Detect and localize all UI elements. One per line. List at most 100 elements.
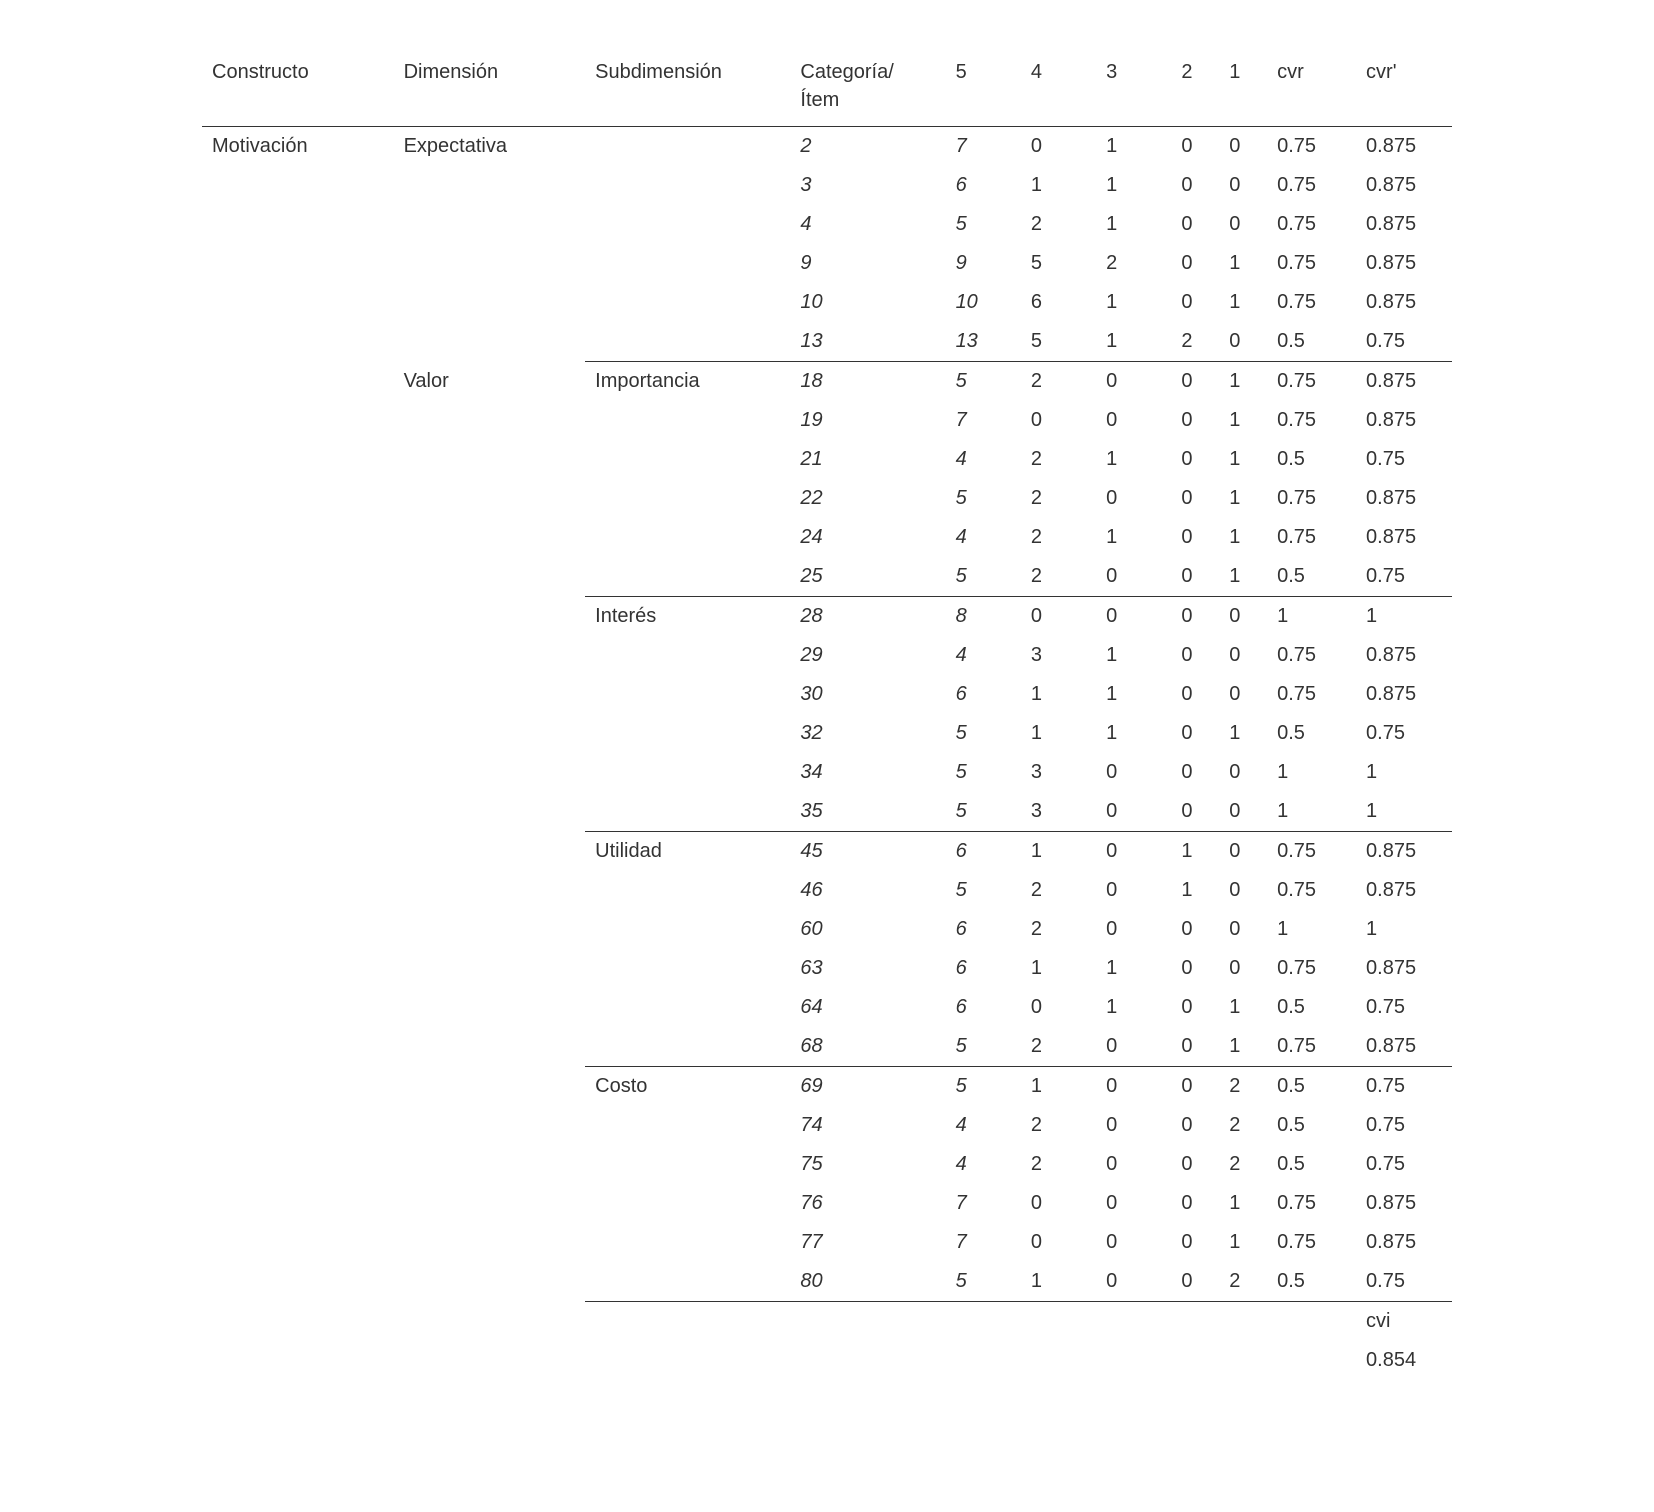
cell-c1: 1 bbox=[1219, 401, 1267, 440]
cell-c4: 1 bbox=[1021, 1262, 1096, 1302]
header-categoria-item: Categoría/ Ítem bbox=[790, 50, 945, 127]
table-row: Interés288000011 bbox=[202, 597, 1452, 637]
cell-c4: 2 bbox=[1021, 871, 1096, 910]
cell-subdimension bbox=[585, 871, 790, 910]
cell-item: 2 bbox=[790, 127, 945, 167]
cell-c3: 1 bbox=[1096, 675, 1171, 714]
cell-constructo bbox=[202, 871, 394, 910]
cell-c4: 0 bbox=[1021, 597, 1096, 637]
cell-c1: 1 bbox=[1219, 1184, 1267, 1223]
cell-cvrp: 0.875 bbox=[1356, 166, 1452, 205]
cell-cvrp: 0.75 bbox=[1356, 714, 1452, 753]
cell-c5: 6 bbox=[946, 166, 1021, 205]
header-dimension: Dimensión bbox=[394, 50, 586, 127]
empty-cell bbox=[1267, 1341, 1356, 1380]
cell-subdimension: Interés bbox=[585, 597, 790, 637]
cell-c5: 9 bbox=[946, 244, 1021, 283]
empty-cell bbox=[790, 1341, 945, 1380]
cell-dimension bbox=[394, 871, 586, 910]
cell-dimension bbox=[394, 1262, 586, 1302]
cell-c2: 0 bbox=[1171, 753, 1219, 792]
cell-c4: 2 bbox=[1021, 362, 1096, 402]
table-row: 21421010.50.75 bbox=[202, 440, 1452, 479]
cell-c3: 1 bbox=[1096, 636, 1171, 675]
cell-c4: 2 bbox=[1021, 518, 1096, 557]
cvi-label: cvi bbox=[1356, 1302, 1452, 1342]
cell-cvrp: 0.75 bbox=[1356, 1262, 1452, 1302]
header-col-5: 5 bbox=[946, 50, 1021, 127]
cell-dimension bbox=[394, 1027, 586, 1067]
cell-subdimension bbox=[585, 205, 790, 244]
empty-cell bbox=[585, 1341, 790, 1380]
table-row: ValorImportancia18520010.750.875 bbox=[202, 362, 1452, 402]
cell-subdimension bbox=[585, 518, 790, 557]
cell-item: 46 bbox=[790, 871, 945, 910]
cell-cvr: 0.75 bbox=[1267, 479, 1356, 518]
cell-dimension bbox=[394, 597, 586, 637]
cell-dimension bbox=[394, 518, 586, 557]
cell-c1: 1 bbox=[1219, 518, 1267, 557]
cell-cvr: 0.75 bbox=[1267, 362, 1356, 402]
cell-c4: 5 bbox=[1021, 244, 1096, 283]
cell-dimension: Expectativa bbox=[394, 127, 586, 167]
cell-subdimension bbox=[585, 1223, 790, 1262]
cell-constructo bbox=[202, 1223, 394, 1262]
cell-subdimension bbox=[585, 988, 790, 1027]
cell-item: 28 bbox=[790, 597, 945, 637]
footer-row: cvi bbox=[202, 1302, 1452, 1342]
cell-c2: 1 bbox=[1171, 871, 1219, 910]
cell-c5: 4 bbox=[946, 440, 1021, 479]
cell-cvr: 0.75 bbox=[1267, 205, 1356, 244]
cell-constructo bbox=[202, 1106, 394, 1145]
cell-c3: 1 bbox=[1096, 714, 1171, 753]
cell-cvr: 0.75 bbox=[1267, 283, 1356, 322]
header-cvr: cvr bbox=[1267, 50, 1356, 127]
cell-subdimension bbox=[585, 166, 790, 205]
table-row: 46520100.750.875 bbox=[202, 871, 1452, 910]
footer-row: 0.854 bbox=[202, 1341, 1452, 1380]
cell-constructo bbox=[202, 1262, 394, 1302]
cell-item: 19 bbox=[790, 401, 945, 440]
table-row: 76700010.750.875 bbox=[202, 1184, 1452, 1223]
cell-dimension bbox=[394, 1067, 586, 1107]
cell-cvrp: 0.75 bbox=[1356, 988, 1452, 1027]
cell-dimension bbox=[394, 910, 586, 949]
empty-cell bbox=[946, 1302, 1021, 1342]
cell-c4: 2 bbox=[1021, 205, 1096, 244]
cell-item: 63 bbox=[790, 949, 945, 988]
cell-c5: 6 bbox=[946, 988, 1021, 1027]
cell-item: 13 bbox=[790, 322, 945, 362]
cell-c5: 4 bbox=[946, 1106, 1021, 1145]
cell-subdimension bbox=[585, 636, 790, 675]
table-row: 77700010.750.875 bbox=[202, 1223, 1452, 1262]
cell-c3: 0 bbox=[1096, 479, 1171, 518]
cell-item: 75 bbox=[790, 1145, 945, 1184]
cell-dimension bbox=[394, 832, 586, 872]
empty-cell bbox=[202, 1302, 394, 1342]
cell-subdimension bbox=[585, 910, 790, 949]
empty-cell bbox=[1021, 1341, 1096, 1380]
cell-c1: 0 bbox=[1219, 753, 1267, 792]
cell-c5: 6 bbox=[946, 832, 1021, 872]
cell-c5: 5 bbox=[946, 871, 1021, 910]
cell-c4: 3 bbox=[1021, 792, 1096, 832]
cell-cvrp: 1 bbox=[1356, 792, 1452, 832]
table-row: 355300011 bbox=[202, 792, 1452, 832]
cell-c2: 0 bbox=[1171, 1262, 1219, 1302]
cell-item: 34 bbox=[790, 753, 945, 792]
table-row: 74420020.50.75 bbox=[202, 1106, 1452, 1145]
cell-subdimension bbox=[585, 479, 790, 518]
cell-subdimension: Utilidad bbox=[585, 832, 790, 872]
cell-c4: 1 bbox=[1021, 166, 1096, 205]
cell-dimension bbox=[394, 166, 586, 205]
cell-c2: 0 bbox=[1171, 597, 1219, 637]
cell-c4: 3 bbox=[1021, 636, 1096, 675]
cell-item: 64 bbox=[790, 988, 945, 1027]
cell-item: 10 bbox=[790, 283, 945, 322]
cell-c1: 2 bbox=[1219, 1106, 1267, 1145]
cell-c3: 1 bbox=[1096, 283, 1171, 322]
cell-item: 69 bbox=[790, 1067, 945, 1107]
cell-c1: 1 bbox=[1219, 440, 1267, 479]
cell-c1: 1 bbox=[1219, 988, 1267, 1027]
header-row: Constructo Dimensión Subdimensión Catego… bbox=[202, 50, 1452, 127]
